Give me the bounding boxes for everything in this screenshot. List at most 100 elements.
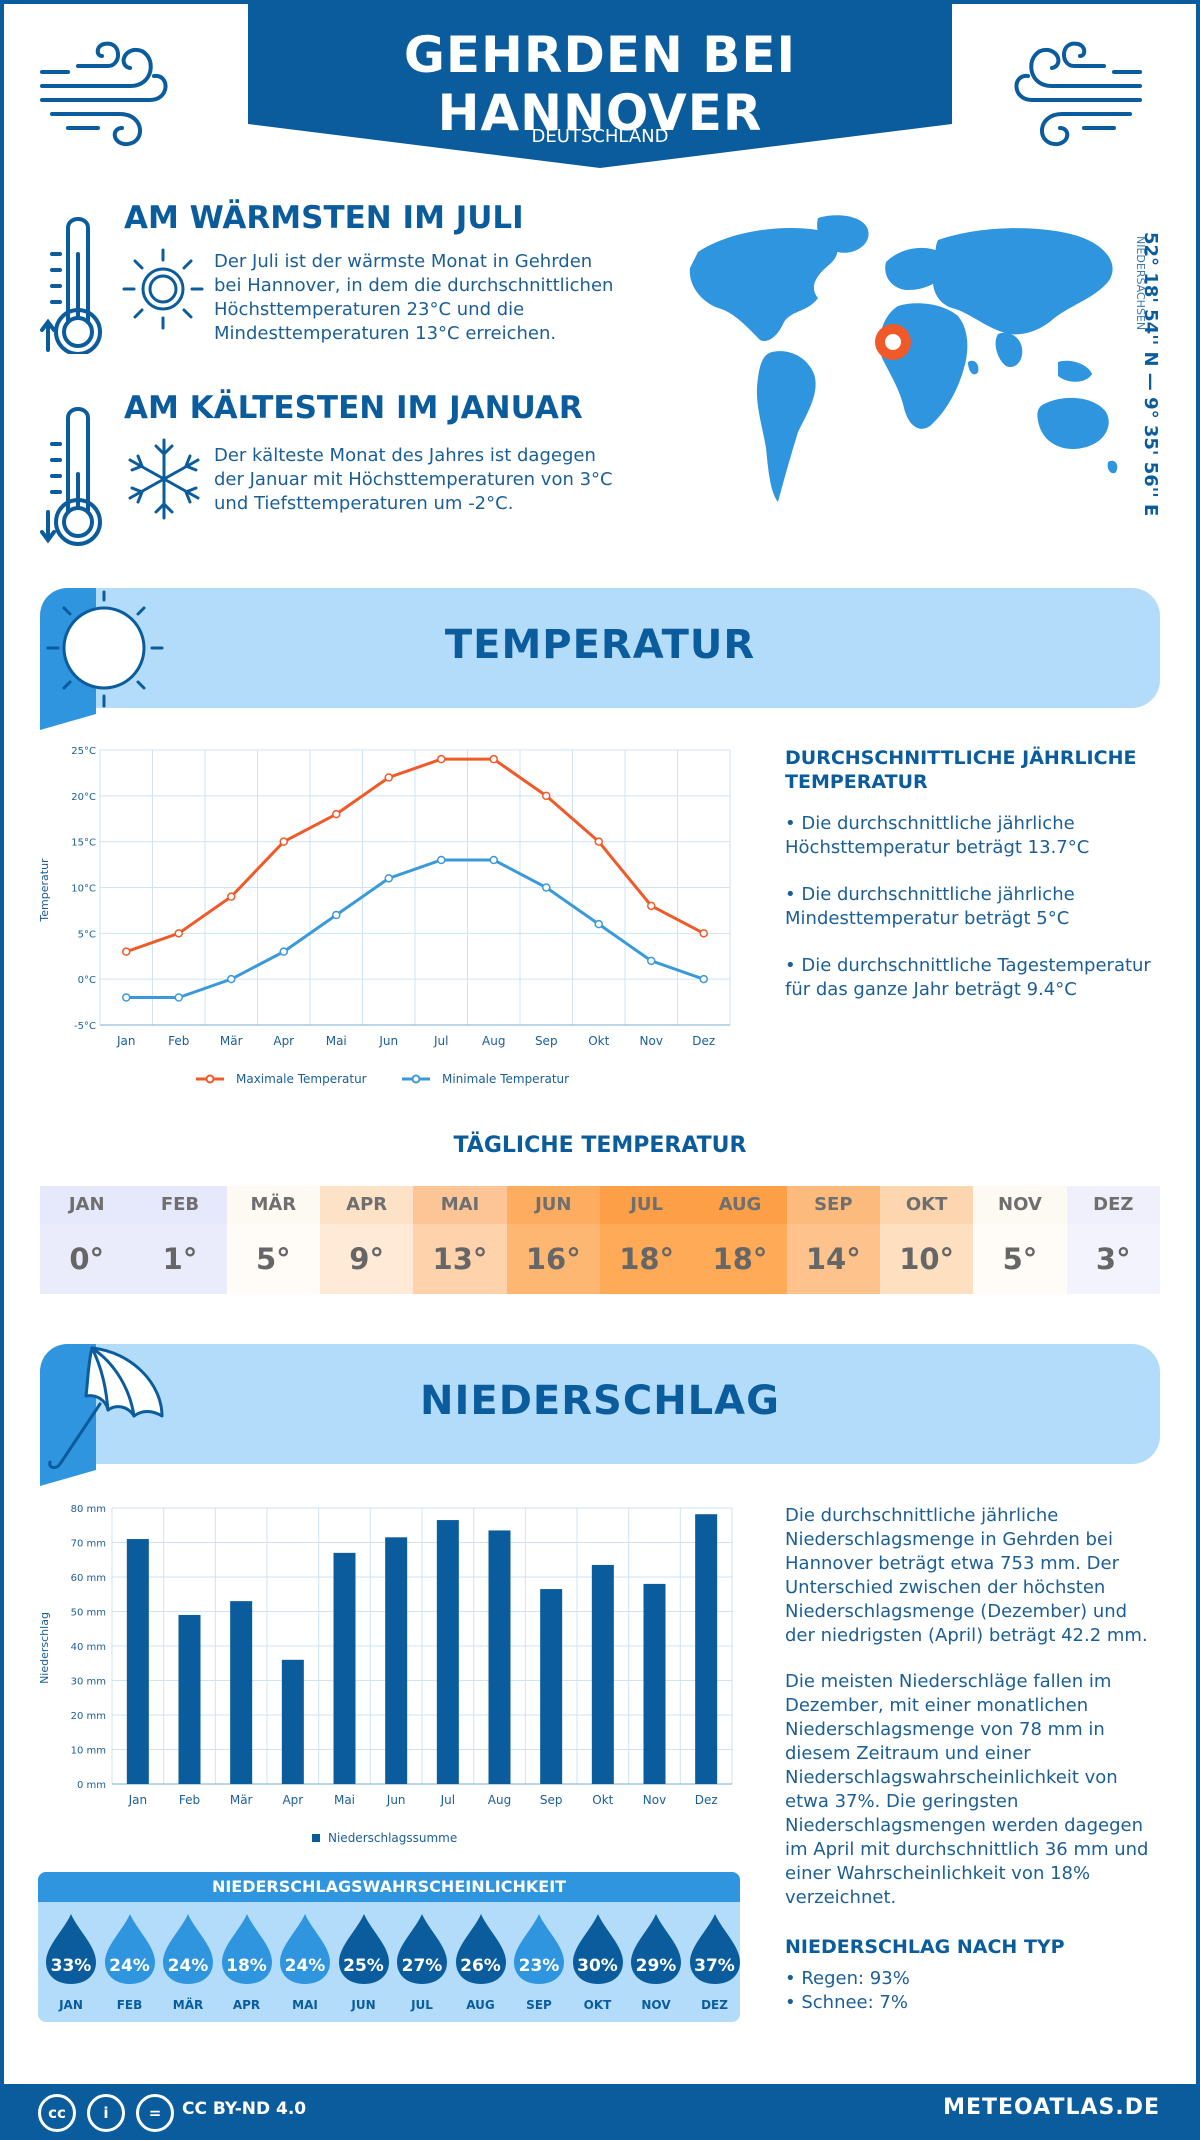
- probability-value: 27%: [401, 1956, 443, 1976]
- rain-drop-icon: [46, 1914, 96, 1984]
- temp-xtick: Dez: [692, 1034, 715, 1048]
- temperature-chart: -5°C 0°C 5°C 10°C 15°C 20°C 25°C Jan Feb Mär Apr M…: [40, 746, 731, 1086]
- daily-temp-value: 9°: [319, 1224, 414, 1294]
- max-temp-point: [594, 837, 603, 846]
- temp-ytick: 15°C: [71, 838, 96, 849]
- temp-xtick: Sep: [535, 1034, 558, 1048]
- temp-ytick: -5°C: [74, 1021, 96, 1032]
- min-temp-point: [227, 974, 236, 984]
- country-label: DEUTSCHLAND: [531, 126, 669, 147]
- precip-type-snow: • Schnee: 7%: [785, 1992, 908, 2013]
- max-temp-point: [332, 809, 341, 819]
- min-temp-point: [437, 855, 446, 865]
- daily-month-label: DEZ: [1066, 1186, 1160, 1224]
- max-temp-point: [647, 901, 656, 911]
- probability-title: NIEDERSCHLAGSWAHRSCHEINLICHKEIT: [38, 1872, 740, 1902]
- precip-bar: [540, 1589, 563, 1784]
- snowflake-icon: [128, 438, 200, 520]
- temp-ytick: 10°C: [71, 884, 96, 895]
- daily-temp-value: 16°: [506, 1224, 600, 1294]
- region-label: NIEDERSACHSEN: [1134, 236, 1147, 331]
- precip-bar: [178, 1614, 201, 1784]
- precipitation-title: NIEDERSCHLAG: [420, 1378, 780, 1424]
- annual-max-text: • Die durchschnittliche jährliche Höchstt…: [785, 813, 1090, 858]
- probability-month: MAI: [292, 1998, 318, 2012]
- temp-xtick: Mär: [220, 1034, 243, 1048]
- site-link[interactable]: METEOATLAS.DE: [943, 2095, 1160, 2120]
- precip-xtick: Jul: [440, 1793, 455, 1807]
- min-temp-point: [279, 947, 288, 956]
- precipitation-legend: Niederschlagssumme: [312, 1831, 457, 1845]
- daily-month-label: JUL: [599, 1186, 694, 1224]
- precip-xtick: Jun: [386, 1793, 406, 1807]
- annual-temp-title: DURCHSCHNITTLICHE JÄHRLICHE TEMPERATUR: [785, 747, 1137, 793]
- rain-drop-icon: [104, 1914, 155, 1984]
- precip-bar: [591, 1564, 614, 1784]
- precip-ytick: 80 mm: [71, 1504, 106, 1515]
- daily-month-label: MAI: [413, 1186, 507, 1224]
- daily-month-label: OKT: [879, 1186, 974, 1224]
- temperature-title: TEMPERATUR: [444, 622, 756, 668]
- precipitation-chart: 0 mm 10 mm 20 mm 30 mm 40 mm 50 mm 60 mm 70 mm 8…: [40, 1504, 733, 1845]
- probability-value: 24%: [167, 1956, 209, 1976]
- attribution-icon: i: [87, 2094, 125, 2132]
- max-temp-line: [125, 757, 705, 954]
- daily-temp-value: 0°: [40, 1224, 134, 1294]
- rain-drop-icon: [631, 1914, 681, 1984]
- precip-ytick: 70 mm: [71, 1539, 106, 1550]
- probability-month: DEZ: [701, 1998, 728, 2012]
- precip-bar: [281, 1659, 304, 1784]
- precip-ytick: 40 mm: [71, 1642, 106, 1653]
- title-banner: [248, 0, 952, 168]
- temp-xtick: Jun: [378, 1034, 398, 1048]
- rain-drop-icon: [397, 1914, 447, 1984]
- legend-precip-label: Niederschlagssumme: [328, 1831, 457, 1845]
- precip-bar: [230, 1601, 253, 1784]
- coordinates: 52° 18' 54'' N — 9° 35' 56'' E: [1140, 232, 1161, 517]
- sun-icon: [122, 248, 204, 330]
- precip-xtick: Jan: [128, 1793, 148, 1807]
- temp-ytick: 5°C: [78, 929, 96, 940]
- precip-bar: [126, 1539, 149, 1784]
- daily-temp-cell: JUN 16°: [506, 1186, 600, 1294]
- daily-month-label: JUN: [506, 1186, 600, 1224]
- temp-ytick: 25°C: [71, 746, 96, 757]
- daily-temp-value: 10°: [879, 1224, 974, 1294]
- temp-xtick: Apr: [273, 1034, 294, 1048]
- probability-value: 23%: [518, 1956, 560, 1976]
- probability-month: APR: [232, 1998, 261, 2012]
- precip-ytick: 60 mm: [71, 1573, 106, 1584]
- min-temp-point: [384, 874, 393, 883]
- max-temp-point: [699, 929, 708, 938]
- precip-xtick: Sep: [540, 1793, 563, 1807]
- rain-drop-icon: [221, 1914, 272, 1984]
- max-temp-point: [437, 754, 446, 764]
- min-temp-point: [174, 993, 183, 1002]
- probability-month: MÄR: [172, 1998, 204, 2012]
- min-temp-point: [594, 919, 603, 929]
- coldest-text: Der kälteste Monat des Jahres ist dagege…: [214, 445, 613, 514]
- daily-temp-cell: DEZ 3°: [1066, 1186, 1160, 1294]
- probability-month: NOV: [641, 1998, 671, 2012]
- probability-value: 29%: [635, 1956, 677, 1976]
- max-temp-point: [384, 773, 393, 782]
- daily-month-label: MÄR: [226, 1186, 320, 1224]
- precip-bar: [436, 1520, 459, 1784]
- min-temp-point: [332, 910, 341, 920]
- daily-month-label: AUG: [693, 1186, 787, 1224]
- daily-temperature-table: JAN 0° FEB 1° MÄR 5° APR 9° MAI 13° JUN 16° JUL 18° AU…: [40, 1186, 1160, 1294]
- daily-temp-cell: JUL 18°: [599, 1186, 694, 1294]
- warmest-title: AM WÄRMSTEN IM JULI: [124, 200, 524, 236]
- probability-value: 37%: [694, 1956, 735, 1976]
- legend-max-label: Maximale Temperatur: [236, 1072, 367, 1086]
- precip-type-rain: • Regen: 93%: [785, 1968, 910, 1989]
- probability-value: 24%: [284, 1956, 326, 1976]
- precip-detail-text: Die meisten Niederschläge fallen im Dezem…: [785, 1671, 1149, 1908]
- precip-ytick: 30 mm: [71, 1677, 106, 1688]
- precip-summary-text: Die durchschnittliche jährliche Niedersch…: [785, 1505, 1148, 1646]
- daily-temp-value: 5°: [226, 1224, 320, 1294]
- daily-month-label: FEB: [133, 1186, 227, 1224]
- rain-drop-icon: [572, 1914, 623, 1984]
- temp-xtick: Mai: [326, 1034, 347, 1048]
- rain-drop-icon: [514, 1914, 564, 1984]
